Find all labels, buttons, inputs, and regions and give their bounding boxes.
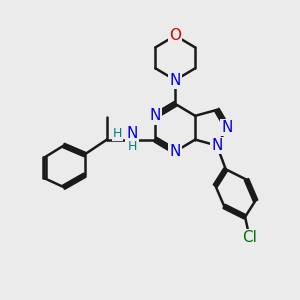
Text: N: N [211, 138, 223, 153]
Text: N: N [169, 144, 181, 159]
Text: N: N [127, 126, 138, 141]
Text: Cl: Cl [242, 230, 257, 245]
Text: O: O [169, 28, 181, 43]
Text: N: N [169, 73, 181, 88]
Text: N: N [222, 120, 233, 135]
Text: H: H [112, 127, 122, 140]
Text: N: N [150, 108, 161, 123]
Text: H: H [128, 140, 137, 153]
